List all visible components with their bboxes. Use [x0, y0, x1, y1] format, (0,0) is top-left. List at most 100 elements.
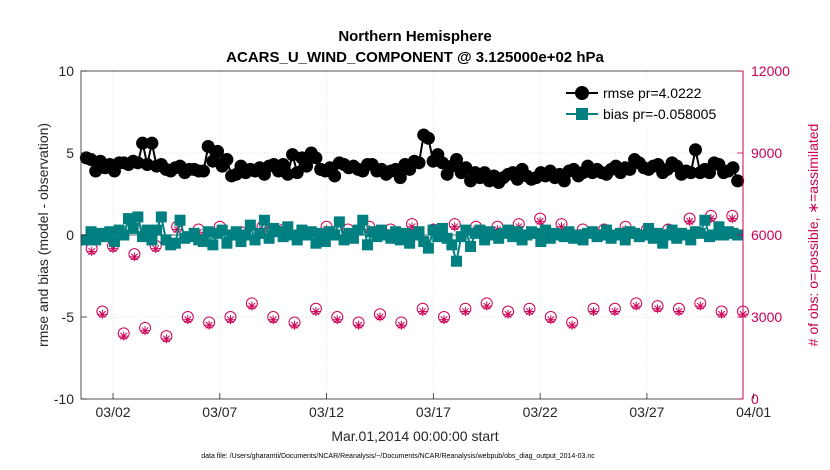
bias-point — [263, 232, 275, 244]
legend: rmse pr=4.0222 bias pr=-0.058005 — [560, 78, 740, 126]
bias-point — [216, 224, 228, 236]
obs-assimilated-stroke — [632, 302, 640, 310]
x-tick-label: 03/02 — [96, 404, 131, 420]
bias-point — [404, 237, 416, 249]
bias-point — [104, 226, 116, 238]
bias-point — [207, 239, 219, 251]
bias-point — [361, 239, 373, 251]
obs-assimilated-stroke — [152, 245, 160, 253]
x-tick-label: 03/27 — [629, 404, 664, 420]
bias-point — [530, 227, 542, 239]
bias-point — [615, 227, 627, 239]
x-tick-label: 03/12 — [309, 404, 344, 420]
bias-point — [90, 234, 102, 246]
bias-point — [338, 234, 350, 246]
rmse-point — [220, 153, 234, 167]
bias-point — [319, 236, 331, 248]
bias-point — [455, 231, 467, 243]
bias-point — [202, 226, 214, 238]
bias-point — [600, 224, 612, 236]
chart-title: Northern Hemisphere — [338, 28, 491, 45]
rmse-point — [623, 162, 637, 176]
bias-point — [713, 221, 725, 233]
legend-rmse-label: rmse pr=4.0222 — [603, 85, 702, 101]
rmse-point — [211, 144, 225, 158]
bias-point — [563, 226, 575, 238]
rmse-point — [145, 136, 159, 150]
bias-series-layer — [80, 211, 744, 267]
bias-point — [699, 214, 711, 226]
legend-rmse-marker — [575, 86, 589, 100]
bias-point — [427, 224, 439, 236]
obs-assimilated-stroke — [728, 215, 736, 223]
bias-point — [652, 227, 664, 239]
bias-point — [511, 226, 523, 238]
x-tick-label: 03/22 — [523, 404, 558, 420]
bias-point — [436, 222, 448, 234]
bias-point — [657, 237, 669, 249]
bias-point — [155, 211, 167, 223]
rmse-point — [136, 136, 150, 150]
obs-assimilated-stroke — [675, 307, 683, 316]
rmse-point — [726, 161, 740, 175]
rmse-point — [328, 169, 342, 183]
bias-point — [479, 234, 491, 246]
y2-tick-label: 6000 — [751, 227, 782, 243]
obs-assimilated-stroke — [355, 321, 363, 329]
bias-point — [291, 234, 303, 246]
rmse-point — [703, 166, 717, 180]
chart-subtitle: ACARS_U_WIND_COMPONENT @ 3.125000e+02 hP… — [226, 49, 604, 66]
y-tick-label: -10 — [54, 391, 74, 407]
bias-point — [230, 226, 242, 238]
axes-layer: 10 5 0 -5 -10 12000 9000 6000 3000 0 03/02 03/07 03/… — [54, 63, 790, 420]
bias-point — [385, 232, 397, 244]
bias-point — [235, 236, 247, 248]
y-tick-label: 0 — [66, 227, 74, 243]
legend-bias-marker — [576, 108, 588, 120]
bias-point — [188, 227, 200, 239]
obs-assimilated-stroke — [141, 327, 149, 335]
obs-assimilated-stroke — [376, 313, 384, 321]
bias-point — [441, 232, 453, 244]
rmse-point — [421, 131, 435, 145]
bias-point — [446, 239, 458, 251]
bias-point — [694, 227, 706, 239]
bias-point — [254, 227, 266, 239]
legend-box — [560, 78, 740, 126]
bias-point — [474, 224, 486, 236]
rmse-point — [309, 151, 323, 165]
bias-point — [643, 222, 655, 234]
rmse-point — [300, 159, 314, 173]
obs-assimilated-stroke — [162, 335, 171, 343]
bias-point — [535, 236, 547, 248]
bias-point — [108, 236, 120, 248]
bias-point — [137, 231, 149, 243]
bias-point — [282, 221, 294, 233]
rmse-series-layer — [79, 128, 745, 190]
bias-point — [249, 234, 261, 246]
bias-point — [371, 231, 383, 243]
obs-assimilated-stroke — [568, 321, 576, 329]
bias-point — [333, 216, 345, 228]
bias-point — [577, 234, 589, 246]
bias-point — [352, 224, 364, 236]
bias-point — [85, 226, 97, 238]
y-tick-label: 10 — [58, 63, 74, 79]
bias-point — [240, 229, 252, 241]
obs-assimilated-stroke — [120, 332, 128, 340]
obs-assimilated-stroke — [290, 321, 299, 329]
y-tick-label: 5 — [66, 145, 74, 161]
bias-point — [151, 224, 163, 236]
y2-tick-label: 0 — [751, 391, 759, 407]
bias-point — [310, 237, 322, 249]
rmse-point — [557, 174, 571, 188]
bias-point — [413, 226, 425, 238]
obs-assimilated-stroke — [696, 302, 704, 310]
rmse-point — [276, 157, 290, 171]
bias-point — [685, 234, 697, 246]
obs-assimilated-stroke — [461, 307, 469, 316]
bias-point — [80, 234, 92, 246]
bias-point — [465, 240, 477, 252]
bias-point — [390, 226, 402, 238]
obs-assimilated-stroke — [504, 310, 512, 318]
